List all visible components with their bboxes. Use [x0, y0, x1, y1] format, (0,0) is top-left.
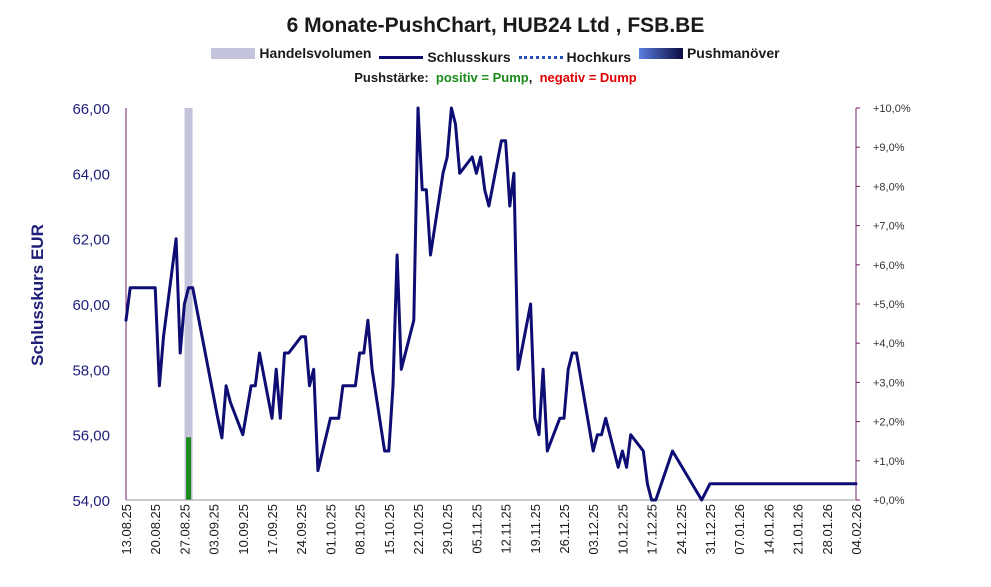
x-tick-label-6: 24.09.25 [294, 504, 309, 555]
legend-swatch-high [518, 55, 563, 59]
x-tick-label-12: 05.11.25 [469, 504, 484, 554]
x-tick-label-17: 10.12.25 [615, 504, 630, 555]
y2-tick-label-1: +1,0% [873, 456, 905, 468]
x-tick-label-20: 31.12.25 [703, 504, 718, 555]
legend-item-push[interactable]: Pushmanöver [638, 45, 780, 61]
x-tick-label-9: 15.10.25 [382, 504, 397, 555]
y2-tick-label-7: +7,0% [873, 221, 905, 233]
x-tick-label-3: 03.09.25 [207, 504, 222, 555]
x-tick-label-16: 03.12.25 [586, 504, 601, 555]
y-axis-label: Schlusskurs EUR [28, 224, 47, 366]
x-tick-label-23: 21.01.26 [791, 504, 806, 555]
legend-item-high[interactable]: Hochkurs [518, 49, 632, 65]
y2-tick-label-0: +0,0% [873, 495, 905, 507]
y-tick-label-3: 60,00 [72, 297, 110, 314]
x-tick-label-22: 14.01.26 [761, 504, 776, 555]
push-strength-positive: positiv = Pump [435, 70, 529, 85]
y2-tick-label-10: +10,0% [873, 103, 911, 115]
x-tick-label-7: 01.10.25 [323, 504, 338, 555]
push-strength-negative: negativ = Dump [539, 70, 637, 85]
y2-tick-label-8: +8,0% [873, 181, 905, 193]
x-tick-label-0: 13.08.25 [119, 504, 134, 555]
x-tick-label-4: 10.09.25 [236, 504, 251, 555]
push-strength-separator: , [528, 70, 533, 85]
x-tick-label-15: 26.11.25 [557, 504, 572, 554]
y-tick-label-2: 58,00 [72, 362, 110, 379]
legend-item-volume[interactable]: Handelsvolumen [211, 45, 371, 61]
legend-item-close[interactable]: Schlusskurs [379, 49, 511, 65]
x-tick-label-11: 29.10.25 [440, 504, 455, 555]
x-tick-label-13: 12.11.25 [499, 504, 514, 554]
y2-tick-label-4: +4,0% [873, 338, 905, 350]
x-tick-label-8: 08.10.25 [353, 504, 368, 555]
legend-swatch-volume [211, 47, 256, 59]
push-strength-label: Pushstärke: [354, 70, 429, 85]
x-tick-label-24: 28.01.26 [820, 504, 835, 555]
y2-tick-label-5: +5,0% [873, 299, 905, 311]
x-tick-label-5: 17.09.25 [265, 504, 280, 555]
y-tick-label-5: 64,00 [72, 166, 110, 183]
x-tick-label-21: 07.01.26 [732, 504, 747, 555]
legend-label-push: Pushmanöver [686, 45, 780, 61]
push-strength-note: Pushstärke: positiv = Pump, negativ = Du… [0, 70, 991, 85]
x-tick-label-19: 24.12.25 [674, 504, 689, 555]
legend-swatch-push [638, 47, 683, 59]
series-line-close [124, 106, 858, 502]
legend: Handelsvolumen Schlusskurs Hochkurs Push… [0, 45, 991, 65]
y-tick-label-0: 54,00 [72, 493, 110, 510]
y-tick-label-4: 62,00 [72, 232, 110, 249]
legend-label-close: Schlusskurs [427, 49, 511, 65]
x-tick-label-25: 04.02.26 [849, 504, 864, 555]
legend-swatch-close [379, 55, 424, 59]
legend-label-volume: Handelsvolumen [259, 45, 372, 61]
x-tick-label-14: 19.11.25 [528, 504, 543, 554]
y2-tick-label-3: +3,0% [873, 377, 905, 389]
y2-tick-label-9: +9,0% [873, 142, 905, 154]
push-bar-0 [186, 437, 192, 500]
chart-title: 6 Monate-PushChart, HUB24 Ltd , FSB.BE [286, 14, 705, 37]
y-tick-label-6: 66,00 [72, 101, 110, 118]
legend-label-high: Hochkurs [566, 49, 632, 65]
x-tick-label-18: 17.12.25 [645, 504, 660, 555]
volume-bar-0 [184, 108, 193, 500]
x-tick-label-1: 20.08.25 [148, 504, 163, 555]
x-tick-label-2: 27.08.25 [177, 504, 192, 555]
y2-tick-label-2: +2,0% [873, 417, 905, 429]
x-tick-label-10: 22.10.25 [411, 504, 426, 555]
y-tick-label-1: 56,00 [72, 428, 110, 445]
y2-tick-label-6: +6,0% [873, 260, 905, 272]
